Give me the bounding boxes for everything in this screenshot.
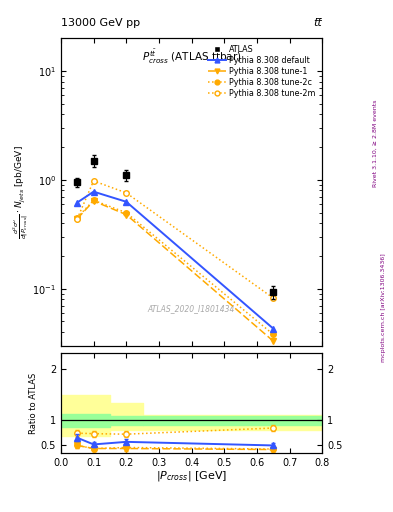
Y-axis label: Ratio to ATLAS: Ratio to ATLAS [29, 373, 38, 434]
Text: mcplots.cern.ch [arXiv:1306.3436]: mcplots.cern.ch [arXiv:1306.3436] [381, 253, 386, 361]
Text: 13000 GeV pp: 13000 GeV pp [61, 18, 140, 28]
Legend: ATLAS, Pythia 8.308 default, Pythia 8.308 tune-1, Pythia 8.308 tune-2c, Pythia 8: ATLAS, Pythia 8.308 default, Pythia 8.30… [206, 42, 318, 100]
Text: $P^{t\bar{t}}_{cross}$ (ATLAS ttbar): $P^{t\bar{t}}_{cross}$ (ATLAS ttbar) [142, 48, 241, 66]
Text: ATLAS_2020_I1801434: ATLAS_2020_I1801434 [148, 304, 235, 313]
X-axis label: $|P_{cross}|$ [GeV]: $|P_{cross}|$ [GeV] [156, 470, 227, 483]
Y-axis label: $\frac{d^2\sigma^u}{d|P_{cross}|}\cdot N_{jets}$ [pb/GeV]: $\frac{d^2\sigma^u}{d|P_{cross}|}\cdot N… [12, 145, 31, 239]
Text: tt̅: tt̅ [314, 18, 322, 28]
Text: Rivet 3.1.10, ≥ 2.8M events: Rivet 3.1.10, ≥ 2.8M events [373, 100, 378, 187]
